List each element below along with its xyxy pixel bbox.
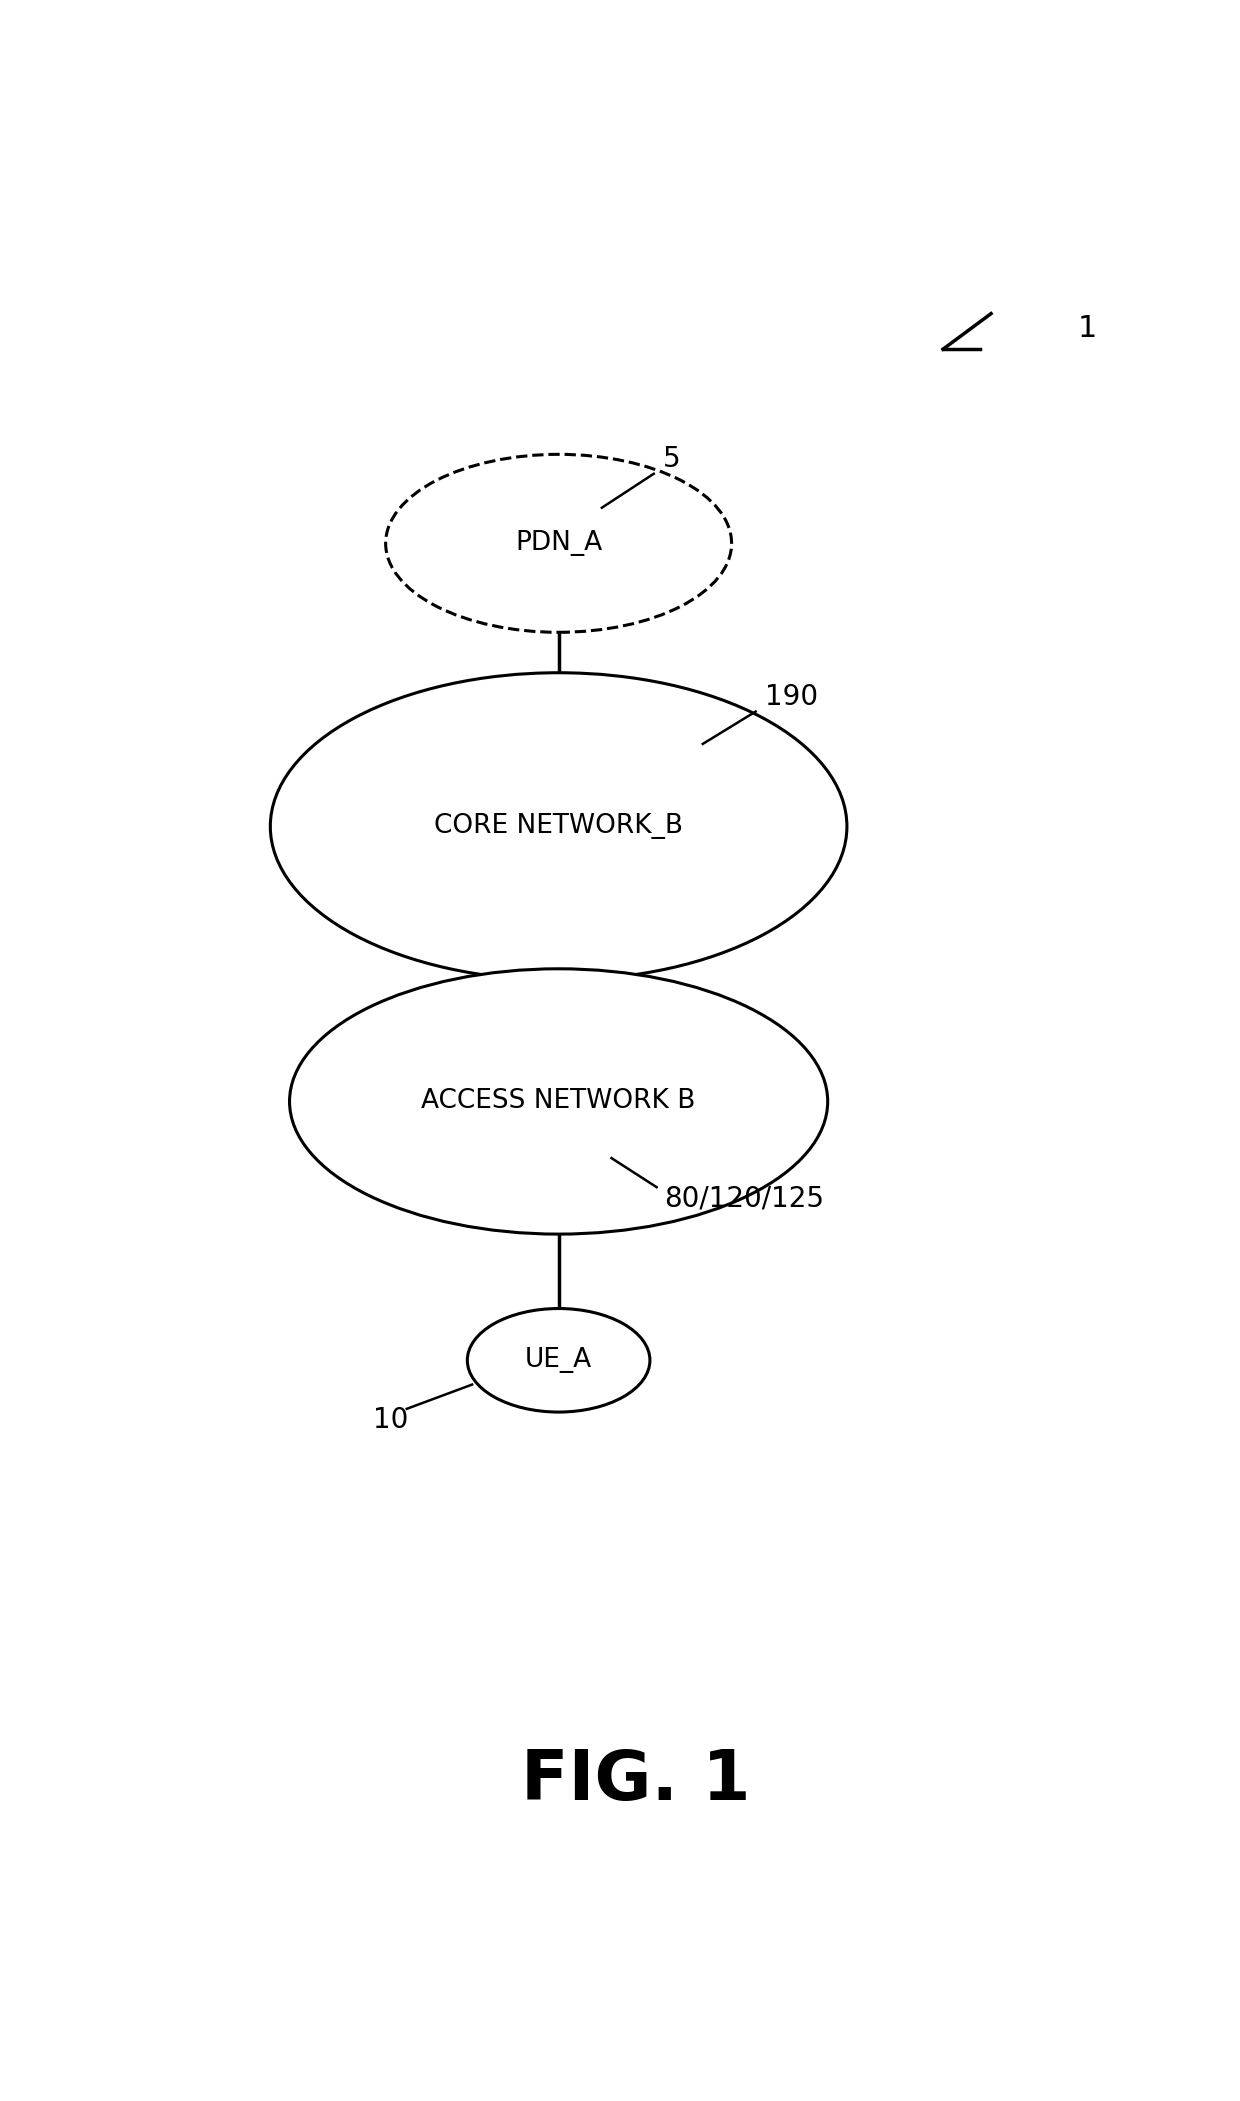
Text: 5: 5 xyxy=(662,445,680,473)
Text: 1: 1 xyxy=(1078,313,1097,342)
Ellipse shape xyxy=(289,969,828,1233)
Ellipse shape xyxy=(467,1309,650,1412)
Text: 80/120/125: 80/120/125 xyxy=(665,1185,825,1212)
Text: 190: 190 xyxy=(765,683,818,710)
Ellipse shape xyxy=(270,672,847,979)
Text: CORE NETWORK_B: CORE NETWORK_B xyxy=(434,813,683,840)
Text: FIG. 1: FIG. 1 xyxy=(521,1748,750,1815)
Text: PDN_A: PDN_A xyxy=(515,529,603,557)
Text: 10: 10 xyxy=(373,1406,408,1435)
Text: UE_A: UE_A xyxy=(525,1347,593,1374)
Ellipse shape xyxy=(386,454,732,632)
Text: ACCESS NETWORK B: ACCESS NETWORK B xyxy=(422,1088,696,1114)
